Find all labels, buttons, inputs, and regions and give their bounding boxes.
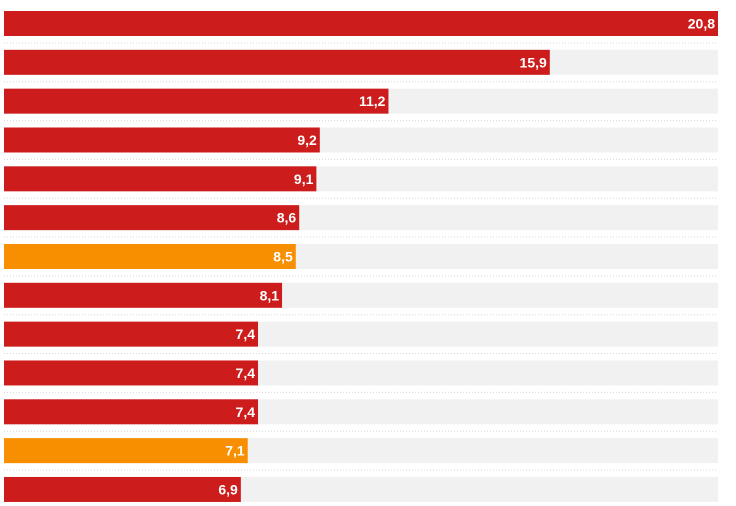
bar-value-label: 11,2 <box>359 93 386 109</box>
bar-value-label: 6,9 <box>218 481 238 497</box>
bar <box>4 11 718 36</box>
bar <box>4 438 248 464</box>
bar-value-label: 9,1 <box>294 171 314 187</box>
bar-value-label: 15,9 <box>520 54 547 70</box>
bar <box>4 476 241 502</box>
bar <box>4 399 259 425</box>
bar <box>4 321 259 347</box>
bar-value-label: 8,6 <box>277 210 297 226</box>
bar <box>4 360 259 386</box>
bar-value-label: 8,1 <box>260 287 280 303</box>
bar <box>4 88 389 114</box>
bar-value-label: 8,5 <box>273 248 293 264</box>
bar-value-label: 20,8 <box>688 16 715 32</box>
bar-value-label: 7,4 <box>236 404 256 420</box>
bar <box>4 166 317 192</box>
bar <box>4 243 296 269</box>
bar-value-label: 7,4 <box>236 365 256 381</box>
bar <box>4 282 283 308</box>
bar-value-label: 7,1 <box>225 443 245 459</box>
bar <box>4 127 320 153</box>
bar-value-label: 7,4 <box>236 326 256 342</box>
bar <box>4 205 300 231</box>
bar <box>4 49 550 75</box>
bar-value-label: 9,2 <box>297 132 317 148</box>
